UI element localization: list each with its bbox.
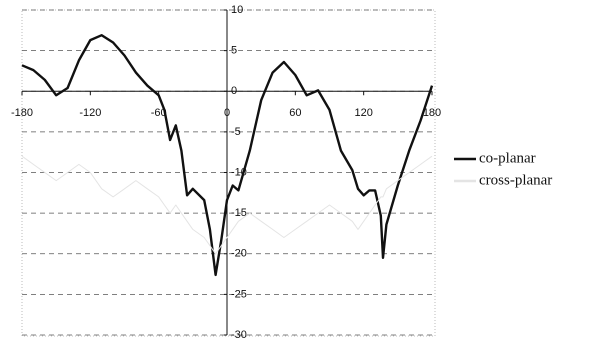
legend-label: cross-planar — [479, 172, 552, 188]
x-tick-label: -120 — [79, 107, 101, 119]
x-tick-label: 60 — [289, 107, 301, 119]
y-tick-label: -5 — [231, 126, 241, 138]
x-tick-label: 0 — [224, 107, 230, 119]
y-tick-label: -25 — [231, 288, 247, 300]
y-tick-label: 10 — [231, 4, 243, 16]
legend-label: co-planar — [479, 150, 536, 166]
x-tick-label: 180 — [423, 107, 441, 119]
x-tick-label: -180 — [11, 107, 33, 119]
series-line — [21, 34, 434, 277]
y-tick-label: 5 — [231, 45, 237, 57]
x-tick-label: 120 — [354, 107, 372, 119]
series-line — [21, 155, 433, 255]
y-tick-label: -15 — [231, 207, 247, 219]
y-tick-label: -20 — [231, 248, 247, 260]
y-tick-label: -30 — [231, 329, 247, 341]
plot-frame — [21, 9, 436, 337]
x-tick-label: -60 — [151, 107, 167, 119]
